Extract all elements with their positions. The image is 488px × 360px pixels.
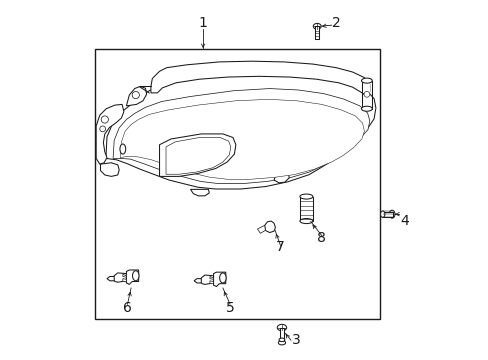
Ellipse shape <box>388 210 394 218</box>
Ellipse shape <box>132 271 139 281</box>
Polygon shape <box>122 279 126 282</box>
Text: 7: 7 <box>276 240 285 253</box>
Ellipse shape <box>361 78 371 83</box>
Ellipse shape <box>380 211 384 217</box>
Ellipse shape <box>361 106 371 111</box>
Text: 4: 4 <box>400 215 408 228</box>
Polygon shape <box>106 72 375 189</box>
Bar <box>382 212 392 217</box>
Text: 1: 1 <box>198 17 207 30</box>
Ellipse shape <box>219 273 225 283</box>
Polygon shape <box>151 61 369 98</box>
Polygon shape <box>101 163 119 176</box>
Polygon shape <box>264 221 275 233</box>
Polygon shape <box>96 104 123 164</box>
Text: 2: 2 <box>331 17 340 30</box>
Polygon shape <box>209 281 213 284</box>
Polygon shape <box>122 274 126 277</box>
Ellipse shape <box>278 341 285 345</box>
Circle shape <box>100 126 105 132</box>
Polygon shape <box>200 275 213 284</box>
Ellipse shape <box>120 144 125 154</box>
Polygon shape <box>166 138 230 174</box>
Circle shape <box>363 91 369 97</box>
Bar <box>315 26 318 39</box>
Polygon shape <box>273 169 288 183</box>
Text: 8: 8 <box>317 231 325 244</box>
Polygon shape <box>107 276 114 281</box>
Bar <box>95 49 379 319</box>
Bar <box>280 328 283 340</box>
Polygon shape <box>190 189 209 196</box>
Circle shape <box>101 116 108 123</box>
Bar <box>363 80 369 109</box>
Polygon shape <box>113 89 369 184</box>
Ellipse shape <box>277 324 286 331</box>
Circle shape <box>132 91 139 99</box>
Polygon shape <box>209 276 213 279</box>
Ellipse shape <box>299 194 312 199</box>
Polygon shape <box>113 273 126 282</box>
Bar <box>299 197 312 221</box>
Polygon shape <box>194 279 201 283</box>
Ellipse shape <box>299 219 312 224</box>
Ellipse shape <box>313 23 321 29</box>
Polygon shape <box>126 86 146 106</box>
Polygon shape <box>126 270 139 284</box>
Polygon shape <box>213 272 225 287</box>
Ellipse shape <box>279 338 284 342</box>
Text: 3: 3 <box>292 333 301 347</box>
Text: 5: 5 <box>225 301 234 315</box>
Text: 6: 6 <box>123 301 132 315</box>
Polygon shape <box>159 134 235 176</box>
Polygon shape <box>257 225 265 233</box>
Polygon shape <box>120 99 364 179</box>
